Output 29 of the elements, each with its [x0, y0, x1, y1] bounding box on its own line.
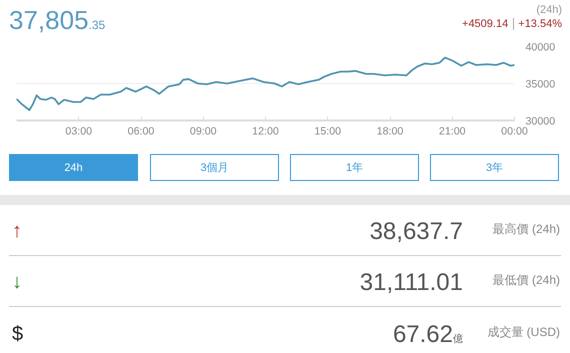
text: 1年 — [290, 154, 419, 181]
x-tick-label: 12:00 — [252, 126, 279, 138]
text: +4509.14 — [462, 18, 508, 30]
text: 3年 — [430, 154, 559, 181]
x-tick-label: 21:00 — [438, 126, 466, 138]
x-tick-label: 09:00 — [190, 126, 217, 138]
x-tick-label: 00:00 — [501, 126, 528, 138]
text: 3個月 — [150, 154, 279, 181]
text: 24h — [9, 154, 138, 181]
text: 億 — [453, 334, 463, 345]
text: ↓ — [12, 270, 22, 295]
text: ↑ — [12, 219, 22, 244]
chart-title: 37,805.35 — [9, 4, 106, 37]
text: +13.54% — [513, 18, 562, 30]
y-tick-label: 35000 — [526, 78, 556, 90]
x-tick-label: 15:00 — [314, 126, 342, 138]
x-tick-label: 03:00 — [65, 126, 92, 138]
text: $ — [12, 322, 24, 347]
text: 31,111.01 — [360, 268, 463, 298]
text: (24h) — [536, 3, 562, 18]
x-tick-label: 18:00 — [376, 126, 404, 138]
text: 最高價 (24h) — [492, 221, 560, 238]
y-tick-label: 40000 — [526, 42, 556, 54]
y-tick-label: 30000 — [526, 116, 556, 128]
text: 38,637.7 — [370, 217, 463, 247]
text: 最低價 (24h) — [492, 272, 560, 289]
line-series — [16, 56, 514, 112]
text: 成交量 (USD) — [487, 324, 560, 341]
x-tick-label: 06:00 — [128, 126, 154, 138]
